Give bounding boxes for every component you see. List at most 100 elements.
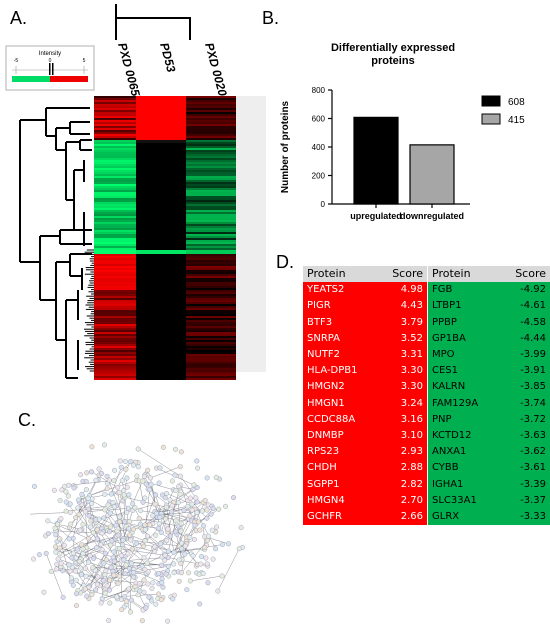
heatmap-cell	[136, 176, 186, 179]
protein-score: 2.82	[373, 476, 427, 493]
table-row: NUTF2 3.31	[303, 347, 427, 364]
heatmap-cell	[94, 232, 136, 235]
table-row: YEATS2 4.98	[303, 282, 427, 299]
y-tick-label: 200	[312, 172, 326, 181]
network-node	[70, 550, 76, 556]
heatmap-cell	[186, 230, 236, 233]
protein-name: KALRN	[428, 379, 497, 396]
heatmap-cell	[186, 208, 236, 211]
network-node	[59, 487, 65, 493]
heatmap-cell	[136, 206, 186, 209]
heatmap-cell	[186, 370, 236, 373]
heatmap-cell	[186, 146, 236, 149]
heatmap-cell	[94, 312, 136, 315]
heatmap-cell	[94, 252, 136, 255]
network-node	[122, 594, 127, 600]
heatmap-cell	[186, 356, 236, 359]
heatmap-cell	[94, 104, 136, 107]
heatmap-cell	[186, 312, 236, 315]
network-node	[210, 506, 216, 512]
network-edge	[110, 571, 149, 579]
heatmap-cell	[186, 244, 236, 247]
network-node	[75, 546, 80, 552]
network-edge	[176, 534, 198, 565]
network-node	[219, 542, 225, 548]
network-node	[147, 487, 153, 493]
network-node	[61, 542, 67, 548]
heatmap-cell	[94, 222, 136, 225]
network-node	[191, 482, 197, 488]
network-node	[101, 560, 107, 566]
heatmap-cell	[186, 250, 236, 253]
network-edge	[59, 538, 98, 554]
heatmap-cell	[186, 308, 236, 311]
network-node	[102, 491, 108, 497]
network-node	[41, 589, 47, 595]
protein-name: PNP	[428, 411, 497, 429]
network-node	[79, 491, 85, 497]
network-node	[170, 596, 176, 602]
network-node	[86, 536, 92, 542]
heatmap-cell	[94, 122, 136, 125]
heatmap-cell	[94, 198, 136, 201]
network-node	[178, 449, 184, 455]
heatmap-cell	[136, 134, 186, 137]
heatmap-cell	[136, 312, 186, 315]
heatmap-cell	[186, 352, 236, 355]
network-node	[117, 514, 123, 520]
network-node	[118, 464, 124, 470]
network-node	[165, 618, 171, 624]
network-node	[150, 513, 156, 519]
network-node	[130, 501, 136, 507]
protein-name: PPBP	[428, 314, 497, 331]
network-node	[68, 575, 74, 581]
heatmap-cell	[136, 372, 186, 375]
network-node	[126, 492, 132, 498]
network-node	[82, 586, 88, 592]
heatmap-cell	[94, 134, 136, 137]
network-node	[53, 532, 59, 538]
network-node	[94, 527, 100, 533]
heatmap-cell	[94, 114, 136, 117]
network-node	[95, 574, 101, 580]
heatmap-cell	[136, 220, 186, 223]
heatmap-cell	[94, 354, 136, 357]
heatmap-cell	[94, 238, 136, 241]
heatmap-cell	[186, 156, 236, 159]
network-node	[106, 477, 112, 483]
network-edge	[88, 508, 105, 511]
network-node	[31, 483, 37, 489]
y-axis-label: Number of proteins	[280, 100, 291, 193]
legend-label: 415	[508, 115, 525, 126]
network-node	[152, 501, 158, 507]
network-node	[83, 573, 89, 579]
protein-score: 2.88	[373, 460, 427, 477]
heatmap-cell	[186, 220, 236, 223]
network-node	[66, 562, 72, 568]
network-node	[176, 578, 182, 584]
heatmap-cell	[186, 134, 236, 137]
network-node	[137, 580, 143, 586]
heatmap-cell	[136, 288, 186, 291]
network-node	[167, 533, 173, 539]
network-node	[160, 584, 166, 590]
heatmap-cell	[136, 328, 186, 331]
network-node	[143, 605, 149, 611]
heatmap-divider	[136, 250, 186, 253]
network-edge	[139, 480, 144, 503]
heatmap-cell	[186, 204, 236, 207]
legend-tick-min: -5	[14, 58, 19, 64]
heatmap-cell	[94, 146, 136, 149]
heatmap-cell	[186, 284, 236, 287]
heatmap-cell	[186, 290, 236, 293]
network-node	[190, 553, 196, 559]
network-node	[123, 599, 129, 604]
heatmap-cell	[94, 234, 136, 237]
heatmap-cell	[186, 198, 236, 201]
network-node	[131, 574, 137, 580]
heatmap-cell	[136, 144, 186, 147]
heatmap-cell	[94, 340, 136, 343]
network-node	[184, 587, 190, 593]
network-node	[107, 529, 113, 535]
network-edge	[138, 448, 181, 477]
